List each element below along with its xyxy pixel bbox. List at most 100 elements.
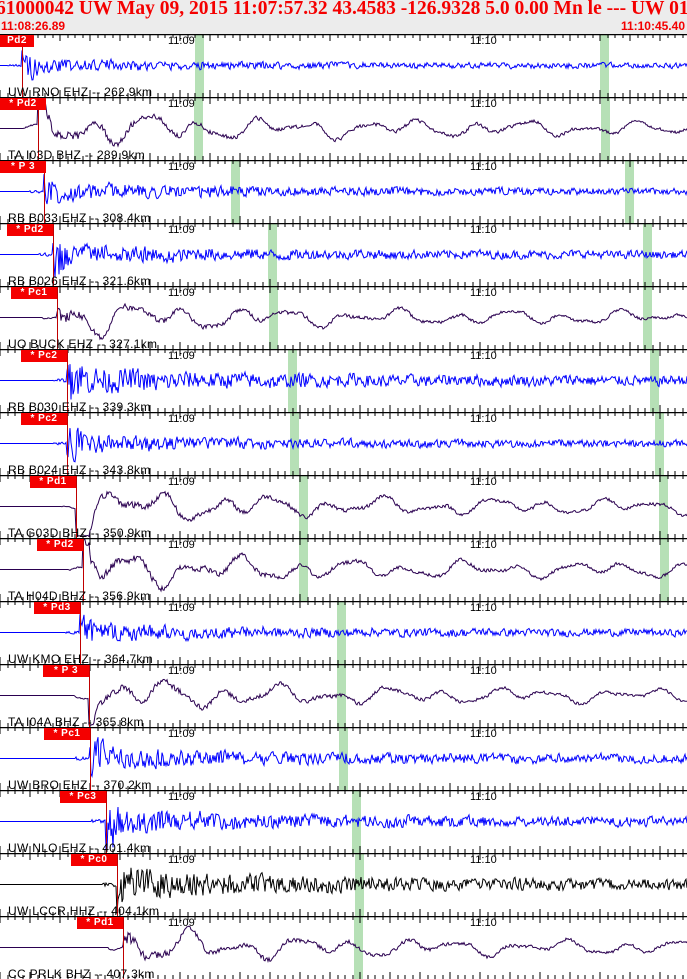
trace-canvas <box>0 853 687 916</box>
coincidence-highlight-band <box>660 538 669 601</box>
phase-pick-line <box>57 287 58 349</box>
phase-pick-label[interactable]: * Pc0 <box>71 854 117 866</box>
seismogram-trace-row[interactable]: Pd2 11:09 11:10 UW RNO EHZ -- 262.9km <box>0 34 687 97</box>
phase-pick-line <box>22 35 23 97</box>
coincidence-highlight-band <box>194 97 203 160</box>
coincidence-highlight-band <box>195 34 204 97</box>
seismogram-trace-row[interactable]: * Pd2 11:09 11:10 RB B026 EHZ -- 321.6km <box>0 223 687 286</box>
seismogram-trace-row[interactable]: * Pc1 11:09 11:10 UO BUCK EHZ -- 327.1km <box>0 286 687 349</box>
time-axis-label: 11:09 <box>168 854 195 866</box>
time-axis-label: 11:10 <box>470 917 497 929</box>
phase-pick-label[interactable]: * Pc2 <box>21 413 67 425</box>
seismogram-trace-row[interactable]: * Pd1 11:09 11:10 TA G03D BHZ -- 350.9km <box>0 475 687 538</box>
seismogram-stack[interactable]: Pd2 11:09 11:10 UW RNO EHZ -- 262.9km * Pd2 1… <box>0 34 687 979</box>
phase-pick-label[interactable]: * Pd1 <box>30 476 76 488</box>
time-axis-label: 11:09 <box>168 161 195 173</box>
time-axis-label: 11:09 <box>168 413 195 425</box>
station-channel-label: RB B026 EHZ -- 321.6km <box>8 274 151 286</box>
seismogram-trace-row[interactable]: * Pd2 11:09 11:10 TA H04D BHZ -- 356.9km <box>0 538 687 601</box>
coincidence-highlight-band <box>288 349 297 412</box>
station-channel-label: TA H04D BHZ -- 356.9km <box>8 589 151 601</box>
phase-pick-label[interactable]: * Pd1 <box>77 917 123 929</box>
phase-pick-label[interactable]: * Pc3 <box>60 791 106 803</box>
time-axis-label: 11:10 <box>470 476 497 488</box>
phase-pick-line <box>106 791 107 853</box>
station-channel-label: RB B033 EHZ -- 308.4km <box>8 211 151 223</box>
time-axis-label: 11:10 <box>470 602 497 614</box>
phase-pick-label[interactable]: * Pd3 <box>34 602 80 614</box>
time-axis-label: 11:10 <box>470 224 497 236</box>
coincidence-highlight-band <box>601 97 610 160</box>
time-axis-label: 11:10 <box>470 791 497 803</box>
time-axis-label: 11:10 <box>470 287 497 299</box>
seismogram-trace-row[interactable]: * Pc1 11:09 11:10 UW BRO EHZ -- 370.2km <box>0 727 687 790</box>
phase-pick-label[interactable]: * P 3 <box>43 665 89 677</box>
phase-pick-label[interactable]: * Pd2 <box>7 224 53 236</box>
coincidence-highlight-band <box>268 223 277 286</box>
seismogram-trace-row[interactable]: * Pd2 11:09 11:10 TA I03D BHZ -- 289.9km <box>0 97 687 160</box>
station-channel-label: UO BUCK EHZ -- 327.1km <box>8 337 158 349</box>
time-axis-label: 11:09 <box>168 728 195 740</box>
time-axis-label: 11:09 <box>168 476 195 488</box>
trace-canvas <box>0 223 687 286</box>
phase-pick-label[interactable]: * Pc1 <box>11 287 57 299</box>
trace-canvas <box>0 160 687 223</box>
time-axis-label: 11:10 <box>470 539 497 551</box>
time-axis-label: 11:09 <box>168 350 195 362</box>
time-axis-label: 11:09 <box>168 287 195 299</box>
trace-canvas <box>0 727 687 790</box>
time-axis-label: 11:09 <box>168 602 195 614</box>
coincidence-highlight-band <box>650 349 659 412</box>
time-axis-label: 11:10 <box>470 854 497 866</box>
phase-pick-line <box>80 602 81 664</box>
phase-pick-line <box>44 161 45 223</box>
window-start-time: 11:08:26.89 <box>1 19 66 33</box>
coincidence-highlight-band <box>337 601 346 664</box>
seismogram-trace-row[interactable]: * P 3 11:09 11:10 TA I04A BHZ -- 365.8km <box>0 664 687 727</box>
station-channel-label: UW RNO EHZ -- 262.9km <box>8 85 153 97</box>
phase-pick-label[interactable]: * P 3 <box>0 161 46 173</box>
station-channel-label: TA G03D BHZ -- 350.9km <box>8 526 152 538</box>
station-channel-label: UW LCCR HHZ -- 404.1km <box>8 904 160 916</box>
seismogram-trace-row[interactable]: * Pd1 11:09 11:10 CC PRLK BHZ -- 407.3km <box>0 916 687 979</box>
phase-pick-line <box>89 665 90 727</box>
seismogram-trace-row[interactable]: * Pc0 11:09 11:10 UW LCCR HHZ -- 404.1km <box>0 853 687 916</box>
coincidence-highlight-band <box>643 223 652 286</box>
coincidence-highlight-band <box>643 286 652 349</box>
seismogram-trace-row[interactable]: * P 3 11:09 11:10 RB B033 EHZ -- 308.4km <box>0 160 687 223</box>
seismogram-trace-row[interactable]: * Pd3 11:09 11:10 UW KMO EHZ -- 364.7km <box>0 601 687 664</box>
trace-canvas <box>0 538 687 601</box>
phase-pick-line <box>90 728 91 790</box>
time-axis-label: 11:10 <box>470 413 497 425</box>
seismogram-trace-row[interactable]: * Pc2 11:09 11:10 RB B024 EHZ -- 343.8km <box>0 412 687 475</box>
station-channel-label: UW BRO EHZ -- 370.2km <box>8 778 152 790</box>
trace-canvas <box>0 349 687 412</box>
phase-pick-line <box>67 350 68 412</box>
coincidence-highlight-band <box>269 286 278 349</box>
time-axis-label: 11:09 <box>168 35 195 47</box>
coincidence-highlight-band <box>659 475 668 538</box>
window-end-time: 11:10:45.40 <box>620 19 685 33</box>
station-channel-label: RB B024 EHZ -- 343.8km <box>8 463 151 475</box>
phase-pick-line <box>76 476 77 538</box>
coincidence-highlight-band <box>231 160 240 223</box>
time-axis-label: 11:09 <box>168 224 195 236</box>
phase-pick-label[interactable]: * Pd2 <box>37 539 83 551</box>
time-axis-label: 11:09 <box>168 539 195 551</box>
phase-pick-label[interactable]: * Pc2 <box>21 350 67 362</box>
phase-pick-label[interactable]: * Pc1 <box>44 728 90 740</box>
trace-canvas <box>0 97 687 160</box>
phase-pick-line <box>53 224 54 286</box>
station-channel-label: TA I03D BHZ -- 289.9km <box>8 148 146 160</box>
station-channel-label: CC PRLK BHZ -- 407.3km <box>8 967 155 979</box>
seismogram-trace-row[interactable]: * Pc3 11:09 11:10 UW NLO EHZ -- 401.4km <box>0 790 687 853</box>
coincidence-highlight-band <box>299 538 308 601</box>
phase-pick-label[interactable]: Pd2 <box>0 35 34 47</box>
time-axis-label: 11:09 <box>168 791 195 803</box>
trace-canvas <box>0 601 687 664</box>
station-channel-label: TA I04A BHZ -- 365.8km <box>8 715 144 727</box>
seismogram-trace-row[interactable]: * Pc2 11:09 11:10 RB B030 EHZ -- 339.3km <box>0 349 687 412</box>
trace-canvas <box>0 286 687 349</box>
phase-pick-label[interactable]: * Pd2 <box>0 98 46 110</box>
trace-canvas <box>0 34 687 97</box>
